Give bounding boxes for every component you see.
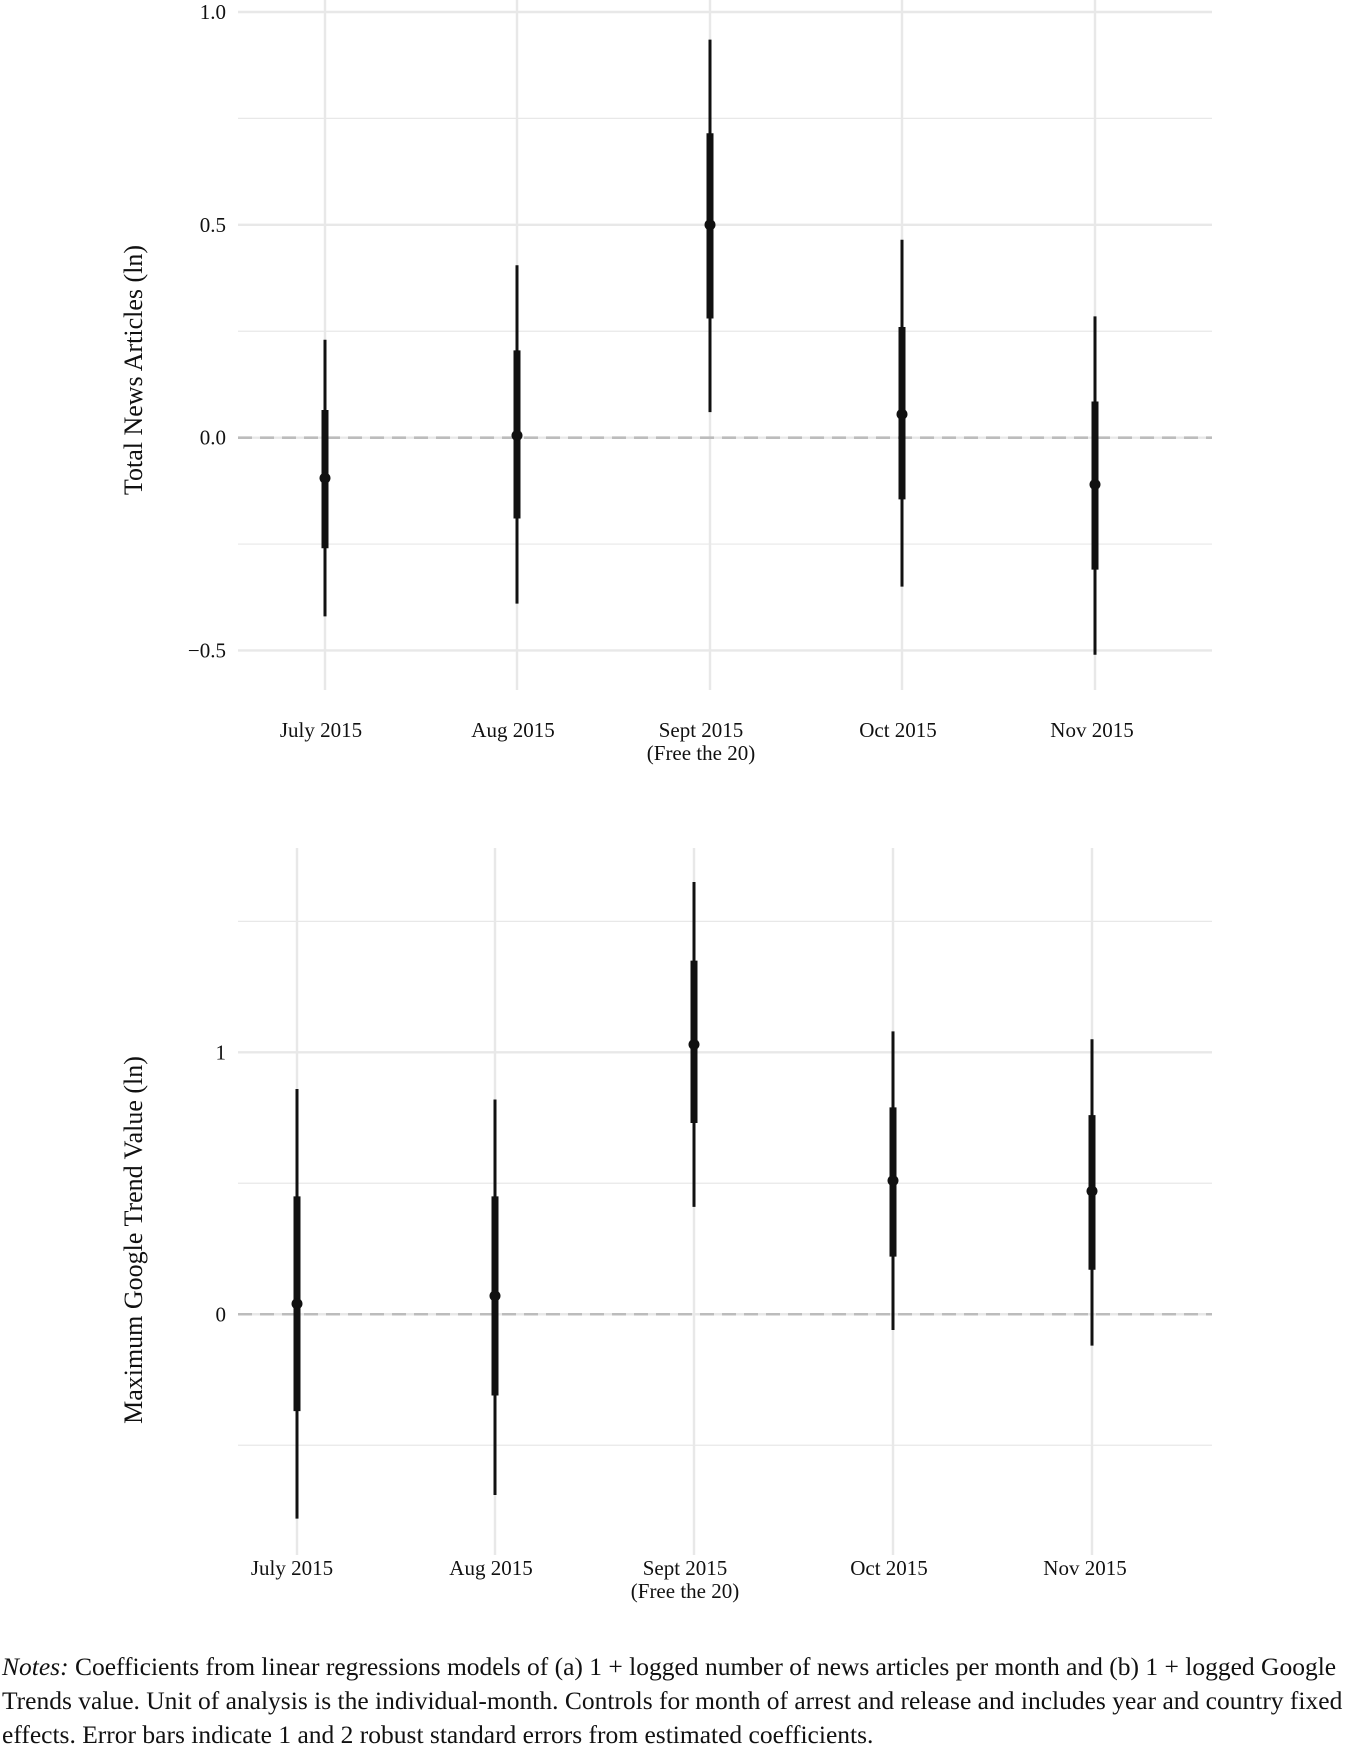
point-estimate <box>489 1290 501 1302</box>
point-estimate <box>319 472 331 484</box>
x-tick-sublabel: (Free the 20) <box>631 1579 739 1603</box>
y-axis-label: Maximum Google Trend Value (ln) <box>119 1056 148 1424</box>
y-tick-label: 0 <box>216 1302 227 1326</box>
x-tick-label: Aug 2015 <box>449 1556 532 1580</box>
point-estimate <box>896 408 908 420</box>
point-estimate <box>1086 1185 1098 1197</box>
notes-text: Coefficients from linear regressions mod… <box>2 1652 1343 1749</box>
x-tick-label: Sept 2015 <box>659 718 744 742</box>
point-estimate <box>511 430 523 442</box>
y-tick-label: 1 <box>216 1040 227 1064</box>
point-estimate <box>1089 478 1101 490</box>
x-tick-label: Nov 2015 <box>1050 718 1133 742</box>
point-estimate <box>704 219 716 231</box>
notes-label: Notes: <box>2 1652 69 1681</box>
x-tick-label: Oct 2015 <box>850 1556 928 1580</box>
panel-b-google-trends-chart: 0 1 Maximum Google Trend Value (ln) July 20… <box>119 848 1212 1603</box>
y-tick-label: 0.0 <box>200 426 226 450</box>
figure-notes: Notes: Coefficients from linear regressi… <box>2 1650 1350 1752</box>
x-tick-label: July 2015 <box>280 718 362 742</box>
x-tick-label: Sept 2015 <box>643 1556 728 1580</box>
point-estimate <box>291 1298 303 1310</box>
regression-coefficient-figure: −0.5 0.0 0.5 1.0 Total News Articles (ln) Jul… <box>119 0 1212 1603</box>
panel-a-news-articles-chart: −0.5 0.0 0.5 1.0 Total News Articles (ln) Jul… <box>119 0 1212 765</box>
point-estimate <box>688 1038 700 1050</box>
x-tick-label: July 2015 <box>251 1556 333 1580</box>
x-tick-label: Aug 2015 <box>471 718 554 742</box>
point-estimate <box>887 1175 899 1187</box>
x-tick-label: Nov 2015 <box>1043 1556 1126 1580</box>
y-tick-label: 0.5 <box>200 213 226 237</box>
y-axis-label: Total News Articles (ln) <box>119 245 148 495</box>
x-tick-label: Oct 2015 <box>859 718 937 742</box>
y-tick-label: 1.0 <box>200 0 226 24</box>
x-tick-sublabel: (Free the 20) <box>647 741 755 765</box>
y-tick-label: −0.5 <box>188 638 226 662</box>
